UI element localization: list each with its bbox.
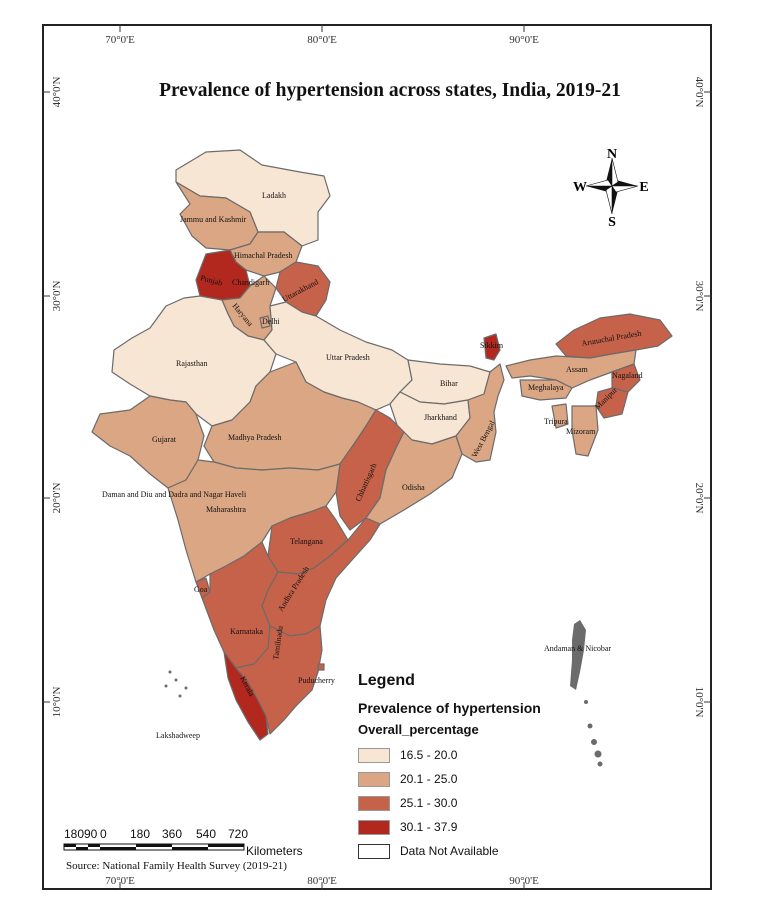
- lon-label-top-70: 70°0'E: [105, 34, 135, 46]
- scale-bar-graphic: [63, 843, 245, 851]
- label-rajasthan: Rajasthan: [176, 359, 208, 368]
- legend-label: 16.5 - 20.0: [400, 748, 458, 762]
- scale-tick-5: 540: [196, 827, 216, 841]
- legend: Legend Prevalence of hypertension Overal…: [358, 672, 618, 863]
- legend-row: 30.1 - 37.9: [358, 815, 618, 839]
- state-puducherry: [317, 663, 325, 671]
- state-mizoram: [571, 405, 599, 457]
- lat-label-right-20: 20°0'N: [693, 483, 705, 514]
- compass-s: S: [608, 215, 616, 230]
- label-telangana: Telangana: [290, 537, 323, 546]
- state-tripura: [551, 403, 569, 429]
- lat-label-right-10: 10°0'N: [693, 687, 705, 718]
- islands: [164, 620, 603, 767]
- legend-title: Legend: [358, 672, 415, 689]
- source-note: Source: National Family Health Survey (2…: [66, 860, 287, 872]
- legend-row: 25.1 - 30.0: [358, 791, 618, 815]
- legend-label: 20.1 - 25.0: [400, 772, 458, 786]
- legend-field: Overall_percentage: [358, 722, 479, 737]
- state-nagaland: [611, 363, 641, 393]
- compass-icon: [585, 157, 639, 215]
- label-sikkim: Sikkim: [480, 341, 504, 350]
- label-hp: Himachal Pradesh: [234, 251, 292, 260]
- legend-swatch: [358, 771, 390, 787]
- state-tn: [235, 625, 323, 735]
- legend-subtitle: Prevalence of hypertension: [358, 700, 541, 716]
- compass-e: E: [639, 180, 648, 195]
- scale-tick-0: 180: [64, 827, 84, 841]
- label-nagaland: Nagaland: [612, 371, 643, 380]
- label-puducherry: Puducherry: [298, 676, 335, 685]
- label-andaman: Andaman & Nicobar: [544, 644, 611, 653]
- label-ladakh: Ladakh: [262, 191, 286, 200]
- scale-tick-1: 90: [84, 827, 98, 841]
- scale-tick-4: 360: [162, 827, 182, 841]
- lon-label-bottom-70: 70°0'E: [105, 875, 135, 887]
- lat-label-right-30: 30°0'N: [693, 281, 705, 312]
- label-mizoram: Mizoram: [566, 427, 596, 436]
- label-tripura: Tripura: [544, 417, 568, 426]
- state-delhi: [259, 315, 271, 329]
- label-jk: Jammu and Kashmir: [180, 215, 247, 224]
- label-up: Uttar Pradesh: [326, 353, 370, 362]
- state-rajasthan: [111, 295, 277, 427]
- lat-label-right-40: 40°0'N: [693, 77, 705, 108]
- state-wb: [455, 363, 505, 463]
- label-mp: Madhya Pradesh: [228, 433, 282, 442]
- state-gujarat: [91, 395, 205, 489]
- label-bihar: Bihar: [440, 379, 458, 388]
- scale-tick-6: 720: [228, 827, 248, 841]
- state-meghalaya: [519, 379, 573, 401]
- state-uttarakhand: [275, 261, 331, 317]
- label-meghalaya: Meghalaya: [528, 383, 564, 392]
- lat-label-left-40: 40°0'N: [51, 77, 63, 108]
- scale-tick-3: 180: [130, 827, 150, 841]
- legend-swatch: [358, 843, 390, 859]
- label-karnataka: Karnataka: [230, 627, 263, 636]
- state-sikkim: [483, 333, 501, 361]
- scale-tick-2: 0: [100, 827, 107, 841]
- legend-row: 20.1 - 25.0: [358, 767, 618, 791]
- legend-row: 16.5 - 20.0: [358, 743, 618, 767]
- lat-label-left-20: 20°0'N: [51, 483, 63, 514]
- label-maharashtra: Maharashtra: [206, 505, 246, 514]
- lat-label-left-30: 30°0'N: [51, 281, 63, 312]
- legend-row: Data Not Available: [358, 839, 618, 863]
- legend-swatch: [358, 747, 390, 763]
- label-assam: Assam: [566, 365, 589, 374]
- lon-label-bottom-80: 80°0'E: [307, 875, 337, 887]
- compass-w: W: [573, 180, 587, 195]
- lon-label-bottom-90: 90°0'E: [509, 875, 539, 887]
- label-chandigarh: Chandigarh: [232, 278, 269, 287]
- compass-n: N: [607, 147, 617, 162]
- map-title: Prevalence of hypertension across states…: [159, 80, 621, 101]
- lat-label-left-10: 10°0'N: [51, 687, 63, 718]
- legend-label: Data Not Available: [400, 844, 499, 858]
- state-odisha: [365, 431, 463, 525]
- legend-swatch: [358, 795, 390, 811]
- lon-label-top-80: 80°0'E: [307, 34, 337, 46]
- label-lakshadweep: Lakshadweep: [156, 731, 200, 740]
- graticule-ticks: [42, 24, 712, 890]
- legend-label: 25.1 - 30.0: [400, 796, 458, 810]
- label-dnh: Daman and Diu and Dadra and Nagar Haveli: [102, 490, 247, 499]
- legend-label: 30.1 - 37.9: [400, 820, 458, 834]
- state-labels: Ladakh Jammu and Kashmir Himachal Prades…: [102, 191, 643, 740]
- legend-swatch: [358, 819, 390, 835]
- label-goa: Goa: [194, 585, 208, 594]
- state-andaman: [570, 620, 586, 690]
- label-odisha: Odisha: [402, 483, 425, 492]
- label-gujarat: Gujarat: [152, 435, 177, 444]
- lon-label-top-90: 90°0'E: [509, 34, 539, 46]
- scale-ticks: 180 90 0 180 360 540 720 Kilometers: [64, 827, 303, 858]
- label-delhi: Delhi: [262, 317, 281, 326]
- label-jharkhand: Jharkhand: [424, 413, 457, 422]
- scale-unit: Kilometers: [246, 844, 303, 858]
- state-polygons: [91, 149, 673, 741]
